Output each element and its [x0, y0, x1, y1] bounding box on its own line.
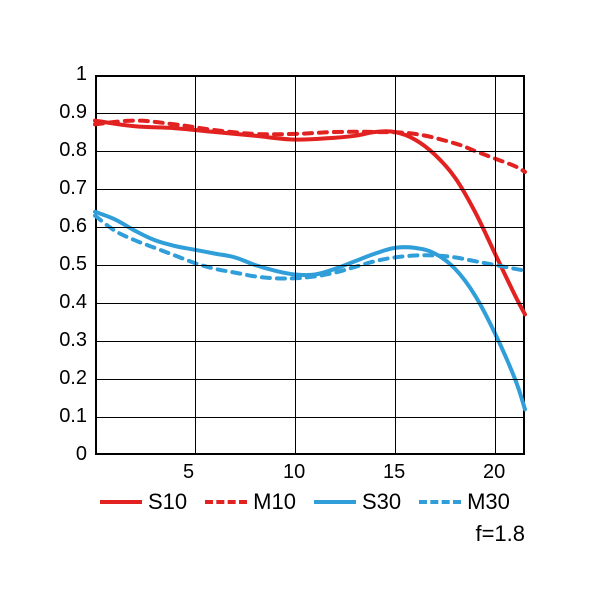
series-M30	[95, 216, 525, 279]
y-tick-label: 0.1	[59, 405, 87, 428]
legend-item: M10	[205, 489, 296, 515]
grid-line-h	[95, 303, 525, 304]
legend-label: M30	[467, 489, 510, 515]
grid-line-v	[195, 75, 196, 455]
y-tick-label: 0.4	[59, 291, 87, 314]
grid-line-v	[295, 75, 296, 455]
legend-label: S10	[148, 489, 187, 515]
y-tick-label: 0.7	[59, 177, 87, 200]
legend-swatch	[419, 500, 461, 504]
legend-label: M10	[253, 489, 296, 515]
y-tick-label: 0.8	[59, 139, 87, 162]
grid-line-h	[95, 265, 525, 266]
grid-line-h	[95, 379, 525, 380]
legend-item: S30	[314, 489, 401, 515]
legend-item: M30	[419, 489, 510, 515]
legend-label: S30	[362, 489, 401, 515]
series-S30	[95, 212, 525, 410]
footnote: f=1.8	[475, 521, 525, 547]
legend-swatch	[100, 500, 142, 504]
grid-line-h	[95, 227, 525, 228]
x-tick-label: 5	[183, 461, 194, 484]
grid-line-h	[95, 341, 525, 342]
y-tick-label: 0.5	[59, 253, 87, 276]
x-tick-label: 10	[283, 461, 305, 484]
y-tick-label: 0	[76, 443, 87, 466]
legend-swatch	[205, 500, 247, 504]
grid-line-h	[95, 151, 525, 152]
y-tick-label: 1	[76, 63, 87, 86]
x-tick-label: 20	[483, 461, 505, 484]
grid-line-v	[395, 75, 396, 455]
y-tick-label: 0.6	[59, 215, 87, 238]
legend-item: S10	[100, 489, 187, 515]
y-tick-label: 0.3	[59, 329, 87, 352]
legend-swatch	[314, 500, 356, 504]
chart-container: S10 M10 S30 M30 f=1.8 0 0.1 0.2 0.3 0.4 0.5 0.…	[0, 0, 600, 600]
y-tick-label: 0.9	[59, 101, 87, 124]
grid-line-h	[95, 189, 525, 190]
legend: S10 M10 S30 M30	[100, 489, 510, 515]
grid-line-h	[95, 417, 525, 418]
grid-line-h	[95, 113, 525, 114]
y-tick-label: 0.2	[59, 367, 87, 390]
grid-line-v	[495, 75, 496, 455]
x-tick-label: 15	[383, 461, 405, 484]
